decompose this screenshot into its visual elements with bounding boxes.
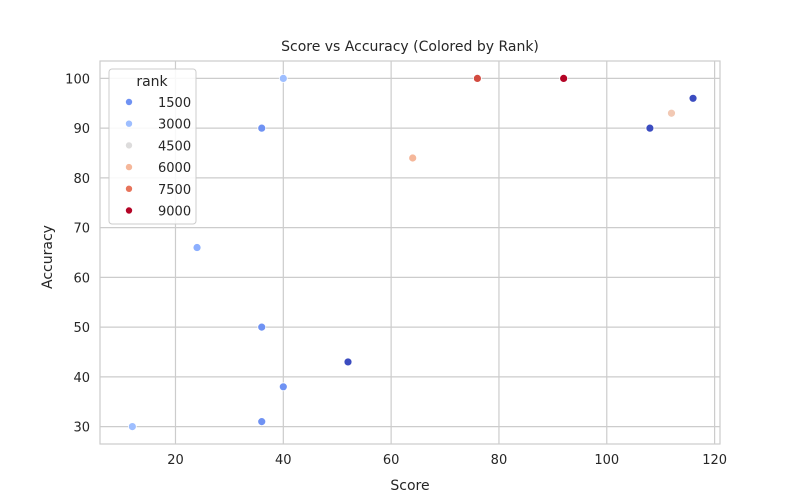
y-tick-label: 60 xyxy=(73,271,90,286)
y-axis-label: Accuracy xyxy=(40,225,56,289)
scatter-point xyxy=(192,243,202,252)
legend-label: 4500 xyxy=(158,139,191,154)
scatter-point xyxy=(667,108,676,118)
legend-box xyxy=(108,68,197,225)
y-tick-label: 40 xyxy=(73,371,90,386)
y-tick-label: 80 xyxy=(73,172,90,187)
legend-marker xyxy=(125,98,133,106)
legend: rank 1500 3000 4500 6000 7500 9000 xyxy=(108,68,197,225)
scatter-point xyxy=(257,322,267,332)
plot-frame xyxy=(99,60,721,445)
scatter-point xyxy=(343,357,353,367)
x-tick-label: 20 xyxy=(167,453,184,468)
legend-marker xyxy=(125,206,133,215)
x-tick-label: 60 xyxy=(383,453,400,468)
legend-label: 9000 xyxy=(158,205,191,220)
y-tick-label: 30 xyxy=(73,421,90,436)
scatter-point xyxy=(278,74,288,83)
scatter-point xyxy=(408,153,418,163)
legend-marker xyxy=(125,163,133,171)
tick-labels: 20 40 60 80 100 120 30 40 50 60 70 80 90 100 xyxy=(65,72,727,468)
legend-marker xyxy=(125,141,133,150)
scatter-point xyxy=(257,123,267,133)
x-tick-label: 40 xyxy=(275,453,292,468)
legend-label: 1500 xyxy=(158,96,191,111)
scatter-point xyxy=(559,74,569,83)
scatter-point xyxy=(257,417,267,427)
x-tick-label: 100 xyxy=(594,453,619,468)
chart-title: Score vs Accuracy (Colored by Rank) xyxy=(281,39,539,55)
data-points xyxy=(127,74,698,431)
y-tick-label: 90 xyxy=(73,122,90,137)
legend-label: 3000 xyxy=(158,118,191,133)
scatter-point xyxy=(645,123,655,133)
y-tick-label: 100 xyxy=(65,72,90,87)
x-axis-label: Score xyxy=(390,478,429,494)
y-tick-label: 50 xyxy=(73,321,90,336)
legend-label: 6000 xyxy=(158,161,191,176)
scatter-point xyxy=(472,74,482,83)
scatter-point xyxy=(278,382,288,392)
legend-label: 7500 xyxy=(158,183,191,198)
x-tick-label: 120 xyxy=(702,453,727,468)
x-tick-label: 80 xyxy=(491,453,508,468)
legend-title: rank xyxy=(136,74,168,90)
scatter-point xyxy=(688,93,698,103)
legend-marker xyxy=(125,119,133,128)
scatter-point xyxy=(127,422,137,431)
y-tick-label: 70 xyxy=(73,222,90,237)
grid-lines xyxy=(100,61,720,444)
legend-marker xyxy=(125,185,133,193)
